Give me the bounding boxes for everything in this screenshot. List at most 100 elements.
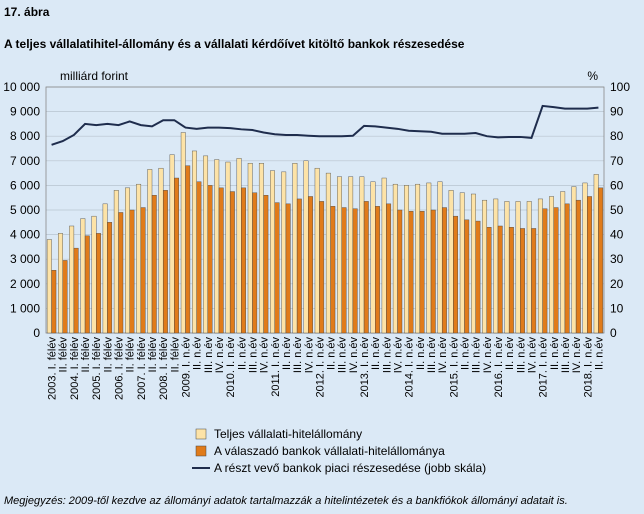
bar (46, 239, 52, 334)
bar (526, 201, 532, 334)
y-tick-label: 2 000 (10, 277, 40, 291)
bar (203, 155, 209, 334)
bar (341, 207, 347, 334)
bar (91, 215, 97, 334)
x-tick-label: III. n.év (247, 337, 259, 374)
x-tick-label: III. n.év (203, 337, 215, 374)
bar (370, 181, 376, 334)
legend-swatch (195, 428, 207, 440)
x-tick-label: 2013. I. n.év (359, 337, 371, 398)
y-tick-label: 7 000 (10, 154, 40, 168)
note: Megjegyzés: 2009-től kezdve az állományi… (4, 495, 568, 507)
y2-tick-label: 60 (610, 178, 624, 192)
bar (470, 193, 476, 334)
bar (274, 202, 280, 334)
x-tick-label: IV. n.év (393, 337, 405, 374)
x-tick-label: III. n.év (381, 337, 393, 374)
bar (319, 201, 325, 334)
bar (84, 235, 90, 334)
x-tick-label: II. félév (147, 337, 159, 373)
bar (174, 177, 180, 334)
x-tick-label: II. n.év (370, 337, 382, 371)
bar (218, 187, 224, 334)
bar (386, 203, 392, 334)
plot-frame (45, 86, 605, 334)
x-tick-label: II. n.év (593, 337, 605, 371)
x-tick-label: IV. n.év (303, 337, 315, 374)
x-tick-label: IV. n.év (214, 337, 226, 374)
y-axis-label: milliárd forint (60, 69, 129, 83)
x-tick-label: II. n.év (326, 337, 338, 371)
x-tick-label: II. félév (125, 337, 137, 373)
bar (247, 163, 253, 334)
bar (147, 169, 153, 334)
figure-number: 17. ábra (4, 5, 50, 19)
x-tick-label: 2011. I. n.év (270, 337, 282, 397)
bar (281, 171, 287, 334)
bar (381, 177, 387, 334)
bar (419, 211, 425, 334)
bar (337, 176, 342, 334)
bar (69, 225, 75, 334)
bar (515, 201, 521, 334)
bar (397, 209, 403, 334)
y2-tick-label: 80 (610, 129, 624, 143)
bar (308, 196, 313, 334)
bar (537, 198, 543, 334)
bar (508, 227, 514, 334)
x-tick-label: II. félév (102, 337, 114, 373)
bar (330, 206, 336, 334)
x-tick-label: III. n.év (292, 337, 304, 374)
bar (140, 207, 146, 334)
bar (582, 182, 588, 334)
bar (62, 260, 68, 334)
bar (408, 211, 414, 334)
x-tick-label: 2012. I. n.év (314, 337, 326, 398)
y2-tick-label: 10 (610, 301, 624, 315)
bar (404, 185, 409, 334)
line-series (51, 104, 599, 146)
bar (459, 192, 465, 334)
x-tick-label: 2010. I. n.év (225, 337, 237, 398)
bar (162, 190, 168, 334)
x-tick-label: III. n.év (426, 337, 438, 374)
bar (169, 154, 175, 334)
bar (520, 228, 525, 334)
bar (180, 132, 186, 334)
bar (352, 208, 358, 334)
x-tick-label: IV. n.év (437, 337, 449, 374)
bar (482, 199, 488, 334)
legend-label: A válaszadó bankok vállalati-hitelállomá… (214, 444, 445, 458)
x-tick-label: 2017. I. n.év (538, 337, 550, 398)
bar (448, 190, 454, 334)
bar (542, 208, 548, 334)
legend-swatch (195, 445, 207, 457)
y-tick-label: 10 000 (3, 80, 40, 94)
bar (587, 196, 592, 334)
bar (73, 247, 79, 334)
bar (136, 183, 142, 334)
bar (158, 167, 164, 334)
bar (453, 215, 459, 334)
bar (292, 163, 298, 334)
x-tick-label: II. n.év (192, 337, 204, 371)
bar (185, 165, 191, 334)
x-tick-label: III. n.év (515, 337, 527, 374)
x-tick-label: III. n.év (560, 337, 572, 374)
bar (314, 167, 320, 334)
x-tick-label: 2006. I. félév (114, 337, 126, 400)
y-tick-label: 9 000 (10, 105, 40, 119)
bar (113, 190, 119, 334)
x-tick-label: II. n.év (460, 337, 472, 371)
x-tick-label: 2014. I. n.év (404, 337, 416, 398)
bar (504, 201, 510, 334)
bar (214, 159, 220, 334)
x-tick-label: II. félév (80, 337, 92, 373)
bar (129, 209, 135, 334)
x-tick-label: IV. n.év (259, 337, 271, 374)
y-tick-label: 4 000 (10, 228, 40, 242)
bar (493, 198, 499, 334)
x-tick-label: 2015. I. n.év (448, 337, 460, 398)
legend-label: A részt vevő bankok piaci részesedése (j… (214, 461, 486, 475)
